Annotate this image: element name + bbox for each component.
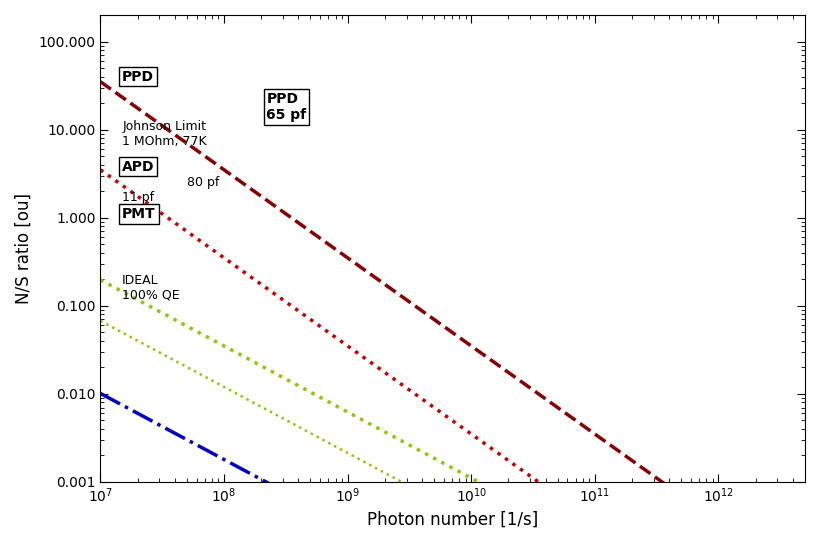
Text: 11 pf: 11 pf — [122, 191, 154, 204]
Y-axis label: N/S ratio [ou]: N/S ratio [ou] — [15, 193, 33, 304]
Text: Johnson Limit
1 MOhm, 77K: Johnson Limit 1 MOhm, 77K — [122, 120, 206, 147]
Text: PPD
65 pf: PPD 65 pf — [266, 92, 306, 122]
X-axis label: Photon number [1/s]: Photon number [1/s] — [367, 511, 538, 529]
Text: PMT: PMT — [122, 207, 156, 221]
Text: PPD: PPD — [122, 70, 154, 84]
Text: APD: APD — [122, 159, 155, 174]
Text: IDEAL
100% QE: IDEAL 100% QE — [122, 274, 179, 302]
Text: 80 pf: 80 pf — [187, 176, 219, 189]
